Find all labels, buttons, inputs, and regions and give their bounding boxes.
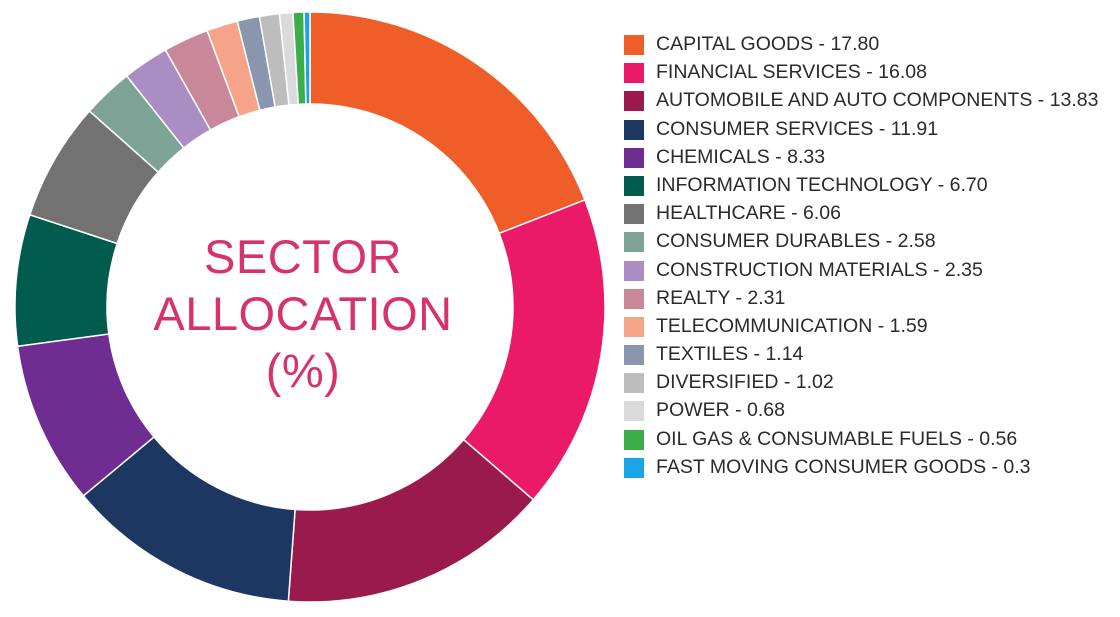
legend-item-4: CHEMICALS - 8.33 [624, 145, 1114, 170]
legend-swatch-3 [624, 119, 644, 140]
chart-legend: CAPITAL GOODS - 17.80 FINANCIAL SERVICES … [624, 32, 1114, 483]
legend-label-14: OIL GAS & CONSUMABLE FUELS - 0.56 [656, 427, 1018, 450]
legend-item-6: HEALTHCARE - 6.06 [624, 201, 1114, 226]
legend-label-1: FINANCIAL SERVICES - 16.08 [656, 61, 927, 84]
legend-swatch-5 [624, 175, 644, 196]
legend-label-9: REALTY - 2.31 [656, 286, 786, 309]
legend-item-13: POWER - 0.68 [624, 398, 1114, 423]
legend-swatch-10 [624, 316, 644, 337]
legend-label-11: TEXTILES - 1.14 [656, 343, 804, 366]
legend-swatch-15 [624, 457, 644, 478]
legend-swatch-12 [624, 373, 644, 394]
legend-swatch-2 [624, 91, 644, 112]
legend-item-12: DIVERSIFIED - 1.02 [624, 370, 1114, 395]
legend-item-1: FINANCIAL SERVICES - 16.08 [624, 60, 1114, 85]
donut-slice-1 [462, 198, 606, 501]
legend-item-5: INFORMATION TECHNOLOGY - 6.70 [624, 173, 1114, 198]
legend-item-10: TELECOMMUNICATION - 1.59 [624, 314, 1114, 339]
legend-item-11: TEXTILES - 1.14 [624, 342, 1114, 367]
legend-label-0: CAPITAL GOODS - 17.80 [656, 33, 880, 55]
legend-swatch-14 [624, 429, 644, 450]
legend-label-7: CONSUMER DURABLES - 2.58 [656, 230, 936, 253]
center-title-line-3: (%) [265, 344, 341, 397]
legend-label-15: FAST MOVING CONSUMER GOODS - 0.3 [656, 455, 1031, 478]
legend-item-8: CONSTRUCTION MATERIALS - 2.35 [624, 258, 1114, 283]
legend-label-5: INFORMATION TECHNOLOGY - 6.70 [656, 173, 988, 196]
legend-label-10: TELECOMMUNICATION - 1.59 [656, 314, 928, 337]
legend-swatch-6 [624, 204, 644, 225]
legend-label-2: AUTOMOBILE AND AUTO COMPONENTS - 13.83 [656, 89, 1099, 112]
legend-swatch-1 [624, 63, 644, 84]
legend-label-6: HEALTHCARE - 6.06 [656, 202, 841, 225]
donut-slice-15 [303, 11, 311, 105]
legend-item-14: OIL GAS & CONSUMABLE FUELS - 0.56 [624, 427, 1114, 452]
legend-label-4: CHEMICALS - 8.33 [656, 145, 826, 168]
legend-item-2: AUTOMOBILE AND AUTO COMPONENTS - 13.83 [624, 88, 1114, 113]
legend-swatch-4 [624, 147, 644, 168]
center-title-line-2: ALLOCATION [153, 287, 453, 340]
legend-item-15: FAST MOVING CONSUMER GOODS - 0.3 [624, 455, 1114, 480]
legend-swatch-13 [624, 401, 644, 422]
legend-label-12: DIVERSIFIED - 1.02 [656, 371, 834, 394]
donut-chart [14, 11, 606, 603]
legend-item-7: CONSUMER DURABLES - 2.58 [624, 229, 1114, 254]
legend-swatch-7 [624, 232, 644, 253]
legend-swatch-9 [624, 288, 644, 309]
legend-swatch-8 [624, 260, 644, 281]
legend-item-0: CAPITAL GOODS - 17.80 [624, 32, 1114, 57]
chart-center-title: SECTOR ALLOCATION (%) [130, 228, 476, 399]
legend-label-8: CONSTRUCTION MATERIALS - 2.35 [656, 258, 983, 281]
legend-item-3: CONSUMER SERVICES - 11.91 [624, 117, 1114, 142]
legend-item-9: REALTY - 2.31 [624, 286, 1114, 311]
legend-label-3: CONSUMER SERVICES - 11.91 [656, 117, 939, 140]
legend-swatch-0 [624, 35, 644, 55]
donut-slice-0 [309, 11, 586, 235]
legend-label-13: POWER - 0.68 [656, 399, 785, 422]
center-title-line-1: SECTOR [204, 230, 402, 283]
legend-swatch-11 [624, 345, 644, 366]
